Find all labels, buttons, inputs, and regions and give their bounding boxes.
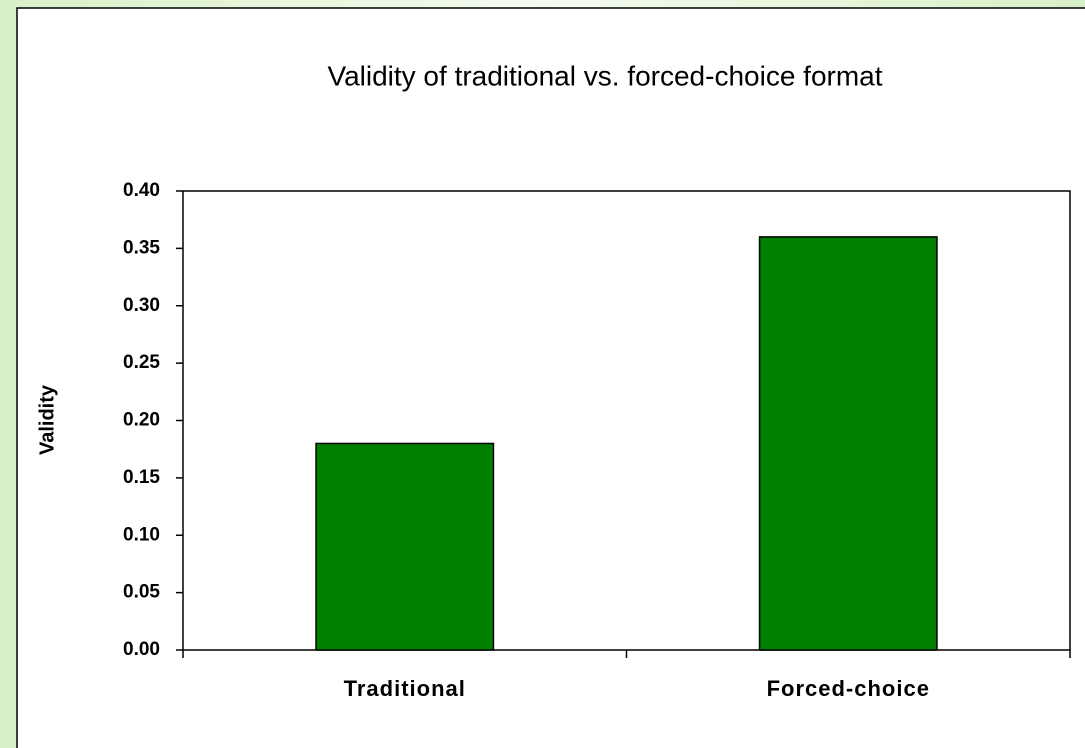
y-tick-label: 0.05 [123, 582, 160, 603]
x-tick-label: Forced-choice [767, 676, 930, 701]
y-tick-label: 0.35 [123, 237, 160, 258]
bar [315, 442, 495, 651]
y-tick-label: 0.10 [123, 524, 160, 545]
y-tick-label: 0.00 [123, 639, 160, 660]
y-tick-label: 0.30 [123, 295, 160, 316]
chart-title: Validity of traditional vs. forced-choic… [327, 60, 882, 91]
y-tick-label: 0.40 [123, 180, 160, 201]
y-tick-label: 0.20 [123, 410, 160, 431]
bar [758, 236, 938, 651]
y-axis-label: Validity [36, 384, 58, 455]
y-tick-label: 0.15 [123, 467, 160, 488]
y-tick-label: 0.25 [123, 352, 160, 373]
x-tick-label: Traditional [344, 676, 466, 701]
